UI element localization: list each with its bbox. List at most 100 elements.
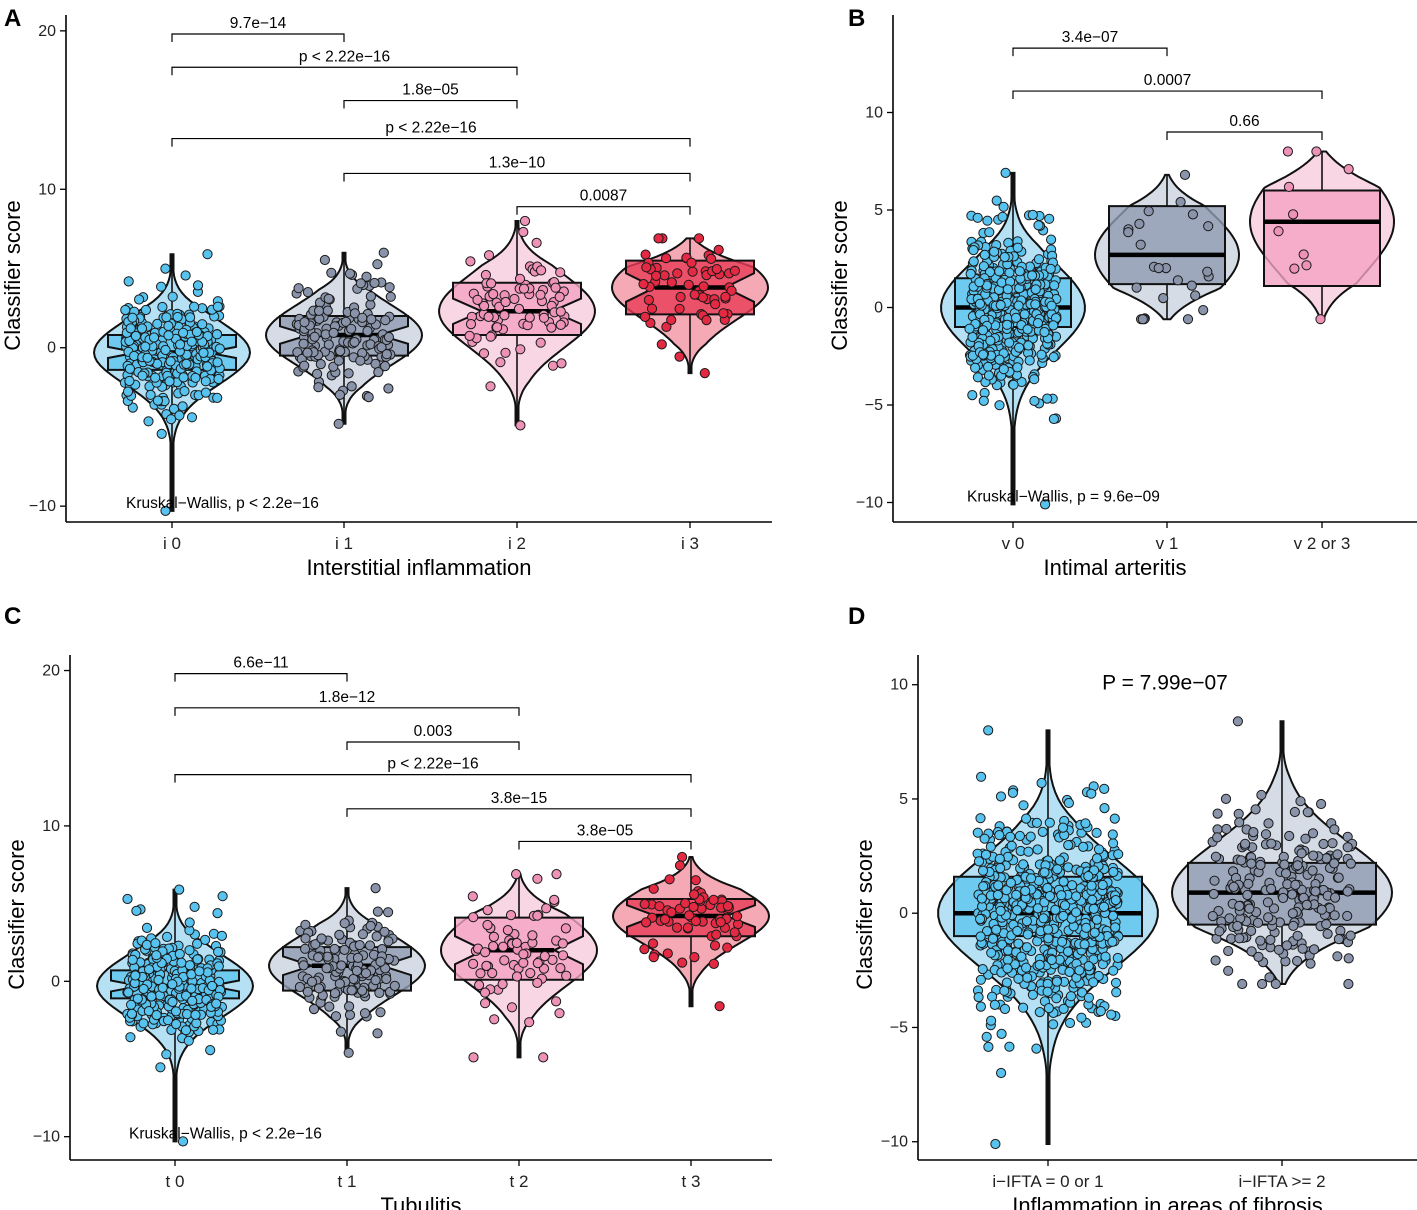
data-point xyxy=(153,974,164,986)
data-point xyxy=(983,725,994,736)
group-2: t 1 xyxy=(267,883,427,1191)
data-point xyxy=(1093,970,1104,982)
y-axis-label: Classifier score xyxy=(0,200,25,350)
data-point xyxy=(1010,312,1022,323)
data-point xyxy=(1058,876,1069,887)
data-point xyxy=(638,279,649,290)
data-point xyxy=(170,1006,182,1017)
data-point xyxy=(1284,830,1295,842)
data-point xyxy=(674,860,686,871)
data-point xyxy=(189,901,200,913)
x-axis-label: Inflammation in areas of fibrosis xyxy=(1012,1193,1323,1210)
data-point xyxy=(120,304,131,316)
data-point xyxy=(1099,783,1110,795)
data-point xyxy=(1233,808,1244,819)
y-axis-label: Classifier score xyxy=(852,839,877,989)
data-point xyxy=(999,985,1010,996)
data-point xyxy=(176,957,187,968)
data-point xyxy=(479,300,490,312)
data-point xyxy=(656,339,667,350)
bracket-line xyxy=(516,206,691,215)
data-point xyxy=(191,326,202,338)
data-point xyxy=(1018,800,1029,811)
data-point xyxy=(340,316,351,327)
data-point xyxy=(1270,978,1281,990)
data-point xyxy=(375,956,386,967)
data-point xyxy=(1345,930,1356,941)
comparison-bracket: 3.4e−07 xyxy=(1012,29,1168,57)
data-point xyxy=(688,901,699,913)
data-point xyxy=(339,944,350,956)
data-point xyxy=(981,1031,992,1043)
data-point xyxy=(1021,942,1033,953)
data-point xyxy=(308,1004,320,1015)
data-point xyxy=(1158,293,1169,304)
data-point xyxy=(729,265,741,276)
data-point xyxy=(1315,314,1326,325)
data-point xyxy=(141,922,153,934)
data-point xyxy=(1063,840,1074,851)
data-point xyxy=(974,298,986,309)
data-point xyxy=(212,392,223,403)
data-point xyxy=(1081,922,1092,933)
y-tick-label: 5 xyxy=(899,791,908,808)
data-point xyxy=(314,305,325,316)
data-point xyxy=(708,894,719,906)
data-point xyxy=(162,1015,174,1026)
y-tick-label: 0 xyxy=(899,905,908,922)
bracket-label: 0.003 xyxy=(414,723,453,740)
comparison-bracket: p < 2.22e−16 xyxy=(174,756,692,783)
data-point xyxy=(1252,917,1264,928)
bracket-label: p < 2.22e−16 xyxy=(385,120,476,137)
data-point xyxy=(373,367,384,378)
comparison-bracket: 6.6e−11 xyxy=(174,655,348,682)
data-point xyxy=(489,1014,500,1025)
data-point xyxy=(518,226,529,238)
data-point xyxy=(1214,926,1225,937)
bracket-label: 0.0087 xyxy=(580,188,627,205)
data-point xyxy=(535,337,546,348)
bracket-label: 9.7e−14 xyxy=(230,15,287,32)
y-axis-label: Classifier score xyxy=(4,839,29,989)
data-point xyxy=(1039,867,1050,878)
y-tick-label: −5 xyxy=(890,1019,908,1036)
data-point xyxy=(1063,797,1075,809)
data-point xyxy=(299,360,310,371)
data-point xyxy=(1292,860,1303,871)
data-point xyxy=(1172,275,1184,286)
data-point xyxy=(518,283,530,294)
data-point xyxy=(1099,803,1110,814)
data-point xyxy=(1046,300,1057,311)
data-point xyxy=(1316,904,1327,915)
x-tick-label: v 1 xyxy=(1156,534,1179,553)
data-point xyxy=(354,940,365,951)
data-point xyxy=(531,237,542,248)
data-point xyxy=(381,973,392,985)
data-point xyxy=(682,922,694,933)
data-point xyxy=(1224,913,1235,924)
data-point xyxy=(1013,938,1024,949)
data-point xyxy=(144,964,155,975)
data-point xyxy=(481,960,492,972)
data-point xyxy=(172,311,183,323)
data-point xyxy=(1080,818,1091,829)
data-point xyxy=(336,960,347,971)
data-point xyxy=(186,983,197,994)
data-point xyxy=(389,980,400,992)
data-point xyxy=(1262,897,1274,908)
data-point xyxy=(1110,895,1121,906)
data-point xyxy=(659,914,671,925)
data-point xyxy=(554,291,565,302)
data-point xyxy=(383,332,394,343)
data-point xyxy=(515,420,526,431)
data-point xyxy=(298,338,309,349)
data-point xyxy=(549,894,560,906)
data-point xyxy=(509,293,520,305)
data-point xyxy=(1302,807,1313,818)
data-point xyxy=(1318,838,1329,850)
data-point xyxy=(674,303,685,314)
data-point xyxy=(383,936,394,947)
data-point xyxy=(192,280,204,291)
data-point xyxy=(1279,859,1290,870)
data-point xyxy=(985,335,996,346)
